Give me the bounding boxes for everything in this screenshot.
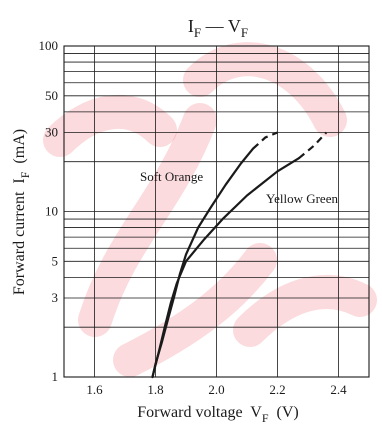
x-axis-title-text: Forward voltage V [137,404,262,421]
y-tick-label: 30 [45,125,58,140]
y-axis-title-sub: F [18,171,32,178]
x-axis-title-sub: F [262,411,269,425]
series-line-dashed-soft-orange [252,131,278,150]
y-tick-label: 10 [45,204,58,219]
tick-labels: 1.6 1.8 2.0 2.2 2.4 1 3 5 10 30 50 100 [39,38,348,397]
y-tick-label: 50 [45,88,58,103]
x-tick-label: 2.4 [330,382,347,397]
grid [64,45,369,378]
x-axis-title-unit: (V) [269,404,299,421]
y-tick-label: 100 [39,38,59,53]
x-axis-title: Forward voltage VF (V) [137,404,298,425]
plot-frame [63,45,370,378]
watermark-stroke-4 [43,94,177,157]
series-line-dashed-yellow-green [298,131,328,160]
chart-title: IF — VF [188,16,248,40]
watermark-stroke-0 [78,103,217,337]
series-label-soft-orange: Soft Orange [140,169,203,184]
watermark-stroke-1 [183,42,347,137]
title-second-sub: F [241,25,248,40]
title-second: V [228,16,241,36]
y-axis-title-text: Forward current I [11,178,28,295]
series-label-yellow-green: Yellow Green [266,191,338,206]
title-main-sub: F [194,25,201,40]
title-sep: — [201,16,228,36]
y-axis-title-unit: (mA) [11,129,28,172]
watermark-logo [43,42,377,377]
y-tick-label: 1 [52,369,59,384]
series-line-yellow-green [151,157,300,379]
y-tick-label: 5 [52,253,59,268]
watermark-stroke-3 [233,275,377,347]
x-tick-label: 2.2 [269,382,285,397]
y-tick-label: 3 [52,290,59,305]
curves [151,131,328,379]
x-tick-label: 1.8 [147,382,163,397]
y-axis-title: Forward current IF (mA) [11,129,32,295]
title-main: I [188,16,194,36]
x-tick-label: 2.0 [208,382,224,397]
x-tick-label: 1.6 [86,382,103,397]
watermark-stroke-2 [113,243,277,377]
